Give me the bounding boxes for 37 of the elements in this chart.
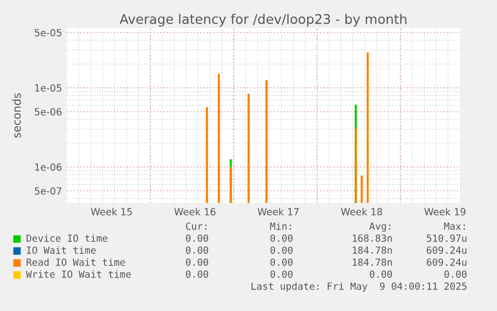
legend-label: Device IO time [26, 234, 108, 242]
text: 184.78n [352, 258, 392, 266]
text: Max: [444, 222, 465, 230]
text: Min: [270, 222, 291, 230]
text: 0.00 [186, 246, 208, 254]
legend-label: IO Wait time [26, 246, 96, 254]
text: 0.00 [444, 270, 467, 278]
text: 0.00 [186, 270, 208, 278]
y-tick-label: 5e-07 [34, 187, 62, 195]
y-tick-label: 1e-06 [35, 163, 62, 171]
legend-label: Read IO Wait time [26, 258, 125, 266]
text: 0.00 [270, 270, 293, 278]
text: 184.78n [352, 246, 392, 254]
legend-label: Write IO Wait time [26, 270, 131, 278]
text: 168.83n [352, 234, 392, 242]
x-tick-label: Week 19 [424, 208, 466, 216]
y-axis-title: seconds [12, 93, 21, 138]
text: 0.00 [186, 234, 208, 242]
x-tick-label: Week 17 [258, 208, 299, 216]
x-tick-label: Week 15 [90, 208, 132, 216]
text: Last update: Fri May 9 04:00:11 2025 [252, 282, 466, 292]
text: Avg: [369, 222, 390, 232]
text: 609.24u [426, 258, 466, 266]
y-tick-label: 5e-05 [34, 28, 62, 36]
text: 0.00 [186, 258, 208, 266]
text: Cur: [186, 222, 206, 230]
text: 510.97u [426, 234, 466, 242]
text: 609.24u [426, 246, 466, 254]
y-tick-label: 1e-05 [35, 84, 62, 92]
text: 0.00 [270, 246, 293, 254]
text: 0.00 [270, 234, 293, 242]
text: 0.00 [370, 270, 392, 278]
chart-title: Average latency for /dev/loop23 - by month [120, 14, 406, 27]
x-tick-label: Week 16 [174, 208, 216, 216]
x-tick-label: Week 18 [341, 208, 382, 216]
text: 0.00 [270, 258, 293, 266]
y-tick-label: 5e-06 [34, 108, 62, 116]
